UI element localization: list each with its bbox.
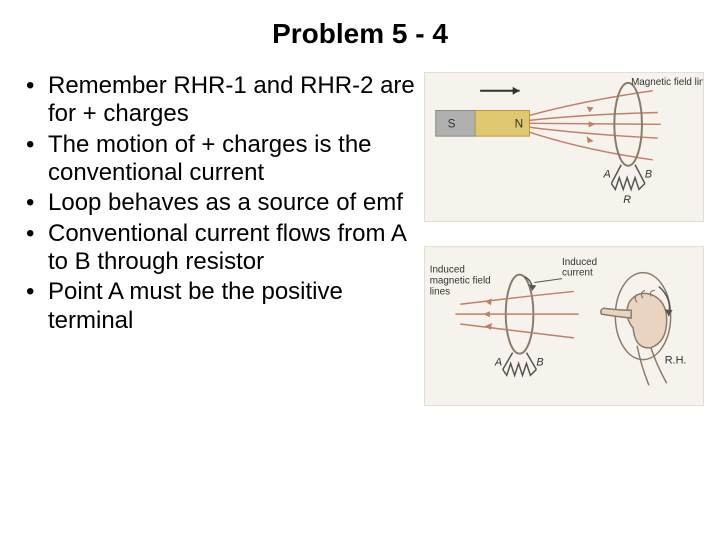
bullet-item: Point A must be the positive terminal bbox=[26, 278, 416, 335]
label-R: R bbox=[623, 194, 631, 206]
label-N: N bbox=[515, 116, 524, 130]
label-RH: R.H. bbox=[665, 355, 687, 367]
label-A2: A bbox=[494, 357, 502, 369]
bullet-item: Remember RHR-1 and RHR-2 are for + charg… bbox=[26, 72, 416, 129]
page-title: Problem 5 - 4 bbox=[0, 0, 720, 50]
label-S: S bbox=[448, 116, 456, 130]
bullet-list: Remember RHR-1 and RHR-2 are for + charg… bbox=[16, 72, 416, 335]
bullets-column: Remember RHR-1 and RHR-2 are for + charg… bbox=[16, 72, 416, 406]
label-induced-field: Induced magnetic field lines bbox=[430, 265, 497, 298]
bullet-item: Conventional current flows from A to B t… bbox=[26, 220, 416, 277]
figure-induced-hand: Induced magnetic field lines Induced cur… bbox=[424, 246, 704, 406]
label-B2: B bbox=[536, 357, 543, 369]
label-B: B bbox=[645, 169, 652, 181]
figure-magnet-loop: S N Magnetic field lines A bbox=[424, 72, 704, 222]
label-induced-current: Induced current bbox=[562, 257, 621, 279]
bullet-item: Loop behaves as a source of emf bbox=[26, 189, 416, 217]
bullet-item: The motion of + charges is the conventio… bbox=[26, 131, 416, 188]
content-row: Remember RHR-1 and RHR-2 are for + charg… bbox=[0, 50, 720, 406]
label-A: A bbox=[602, 169, 610, 181]
label-magfield: Magnetic field lines bbox=[631, 77, 703, 88]
figures-column: S N Magnetic field lines A bbox=[416, 72, 704, 406]
